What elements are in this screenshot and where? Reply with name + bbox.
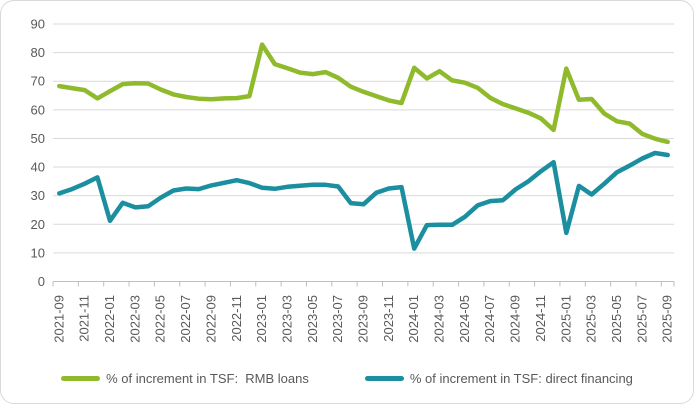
y-axis-label: 80 bbox=[31, 45, 45, 60]
x-axis-label: 2025-01 bbox=[558, 295, 573, 343]
x-axis-label: 2025-07 bbox=[634, 295, 649, 343]
x-axis-label: 2022-09 bbox=[203, 295, 218, 343]
x-axis-label: 2023-07 bbox=[330, 295, 345, 343]
x-axis-label: 2024-01 bbox=[406, 295, 421, 343]
legend-item-direct-financing: % of increment in TSF: direct financing bbox=[364, 371, 633, 386]
y-axis-label: 0 bbox=[38, 274, 45, 289]
x-axis-label: 2025-09 bbox=[660, 295, 675, 343]
x-axis-label: 2022-03 bbox=[127, 295, 142, 343]
direct-financing-legend-label: % of increment in TSF: direct financing bbox=[409, 371, 633, 386]
x-axis-label: 2024-07 bbox=[482, 295, 497, 343]
x-axis-label: 2023-01 bbox=[254, 295, 269, 343]
direct-financing-line bbox=[57, 150, 670, 251]
x-axis-label: 2025-05 bbox=[609, 295, 624, 343]
y-axis-label: 10 bbox=[31, 245, 45, 260]
x-axis-label: 2023-03 bbox=[279, 295, 294, 343]
y-axis-label: 20 bbox=[31, 217, 45, 232]
x-axis-label: 2021-11 bbox=[77, 295, 92, 342]
y-axis-label: 90 bbox=[31, 17, 45, 32]
x-axis-label: 2024-03 bbox=[432, 295, 447, 343]
x-axis-label: 2023-09 bbox=[356, 295, 371, 343]
x-axis-label: 2022-07 bbox=[178, 295, 193, 343]
y-axis-label: 50 bbox=[31, 131, 45, 146]
rmb-loans-legend-label: % of increment in TSF: RMB loans bbox=[106, 371, 309, 386]
y-axis-label: 40 bbox=[31, 160, 45, 175]
y-axis-label: 60 bbox=[31, 102, 45, 117]
chart-legend: % of increment in TSF: RMB loans % of in… bbox=[1, 371, 693, 386]
x-axis-label: 2021-09 bbox=[51, 295, 66, 343]
x-axis-label: 2025-03 bbox=[584, 295, 599, 343]
legend-item-rmb-loans: % of increment in TSF: RMB loans bbox=[61, 371, 309, 386]
x-axis-label: 2023-05 bbox=[305, 295, 320, 343]
y-axis-label: 30 bbox=[31, 188, 45, 203]
x-axis-label: 2023-11 bbox=[381, 295, 396, 342]
x-axis-label: 2022-05 bbox=[153, 295, 168, 343]
x-axis-label: 2022-11 bbox=[229, 295, 244, 342]
rmb-loans-legend-swatch bbox=[61, 376, 101, 381]
x-axis-label: 2024-05 bbox=[457, 295, 472, 343]
x-axis-label: 2022-01 bbox=[102, 295, 117, 343]
rmb-loans-line bbox=[57, 42, 670, 145]
y-axis-label: 70 bbox=[31, 74, 45, 89]
x-axis-label: 2024-09 bbox=[508, 295, 523, 343]
x-axis-label: 2024-11 bbox=[533, 295, 548, 342]
direct-financing-legend-swatch bbox=[364, 376, 404, 381]
